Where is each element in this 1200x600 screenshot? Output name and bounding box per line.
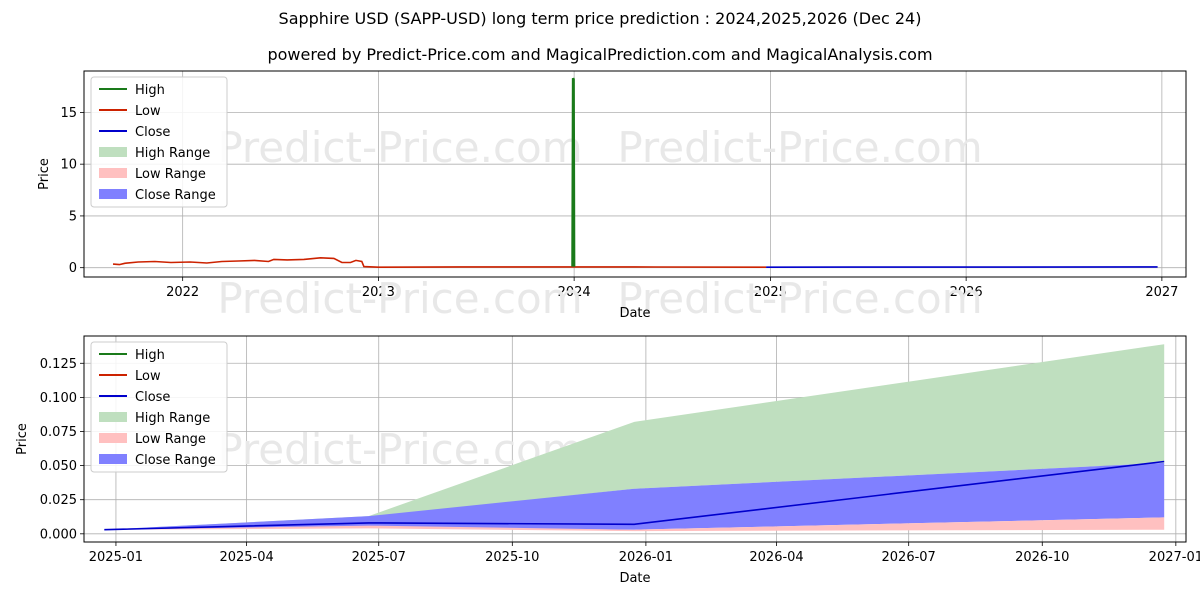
- x-axis-label: Date: [619, 571, 650, 586]
- y-tick-label: 0.025: [40, 493, 77, 508]
- x-tick-label: 2025-10: [485, 550, 539, 565]
- x-axis-label: Date: [619, 306, 650, 321]
- x-tick-label: 2026: [950, 285, 983, 300]
- y-axis-label: Price: [37, 158, 52, 190]
- y-tick-label: 0.125: [40, 357, 77, 372]
- legend-label: High Range: [135, 411, 210, 426]
- legend-swatch-close-range: [99, 189, 127, 199]
- x-tick-label: 2025-04: [219, 550, 273, 565]
- y-tick-label: 0.100: [40, 391, 77, 406]
- legend-label: Low Range: [135, 432, 206, 447]
- x-tick-label: 2026-01: [619, 550, 673, 565]
- x-tick-label: 2022: [166, 285, 199, 300]
- low-series-line: [112, 256, 767, 269]
- legend-swatch-high-range: [99, 147, 127, 157]
- legend-label: Close: [135, 125, 170, 140]
- y-tick-label: 0.000: [40, 527, 77, 542]
- legend-label: High Range: [135, 146, 210, 161]
- y-tick-label: 15: [60, 106, 77, 121]
- x-tick-label: 2024: [558, 285, 591, 300]
- x-tick-label: 2027: [1145, 285, 1178, 300]
- y-tick-label: 0.075: [40, 425, 77, 440]
- legend-swatch-low-range: [99, 168, 127, 178]
- plot-frame: [83, 70, 1187, 278]
- y-tick-label: 5: [69, 209, 77, 224]
- y-tick-label: 0: [69, 261, 77, 276]
- plot-frame: [83, 335, 1187, 543]
- high-range-band: [104, 344, 1165, 530]
- watermark: Predict-Price.com: [217, 123, 582, 172]
- legend-label: Close: [135, 390, 170, 405]
- watermark: Predict-Price.com: [617, 274, 982, 323]
- y-axis-label: Price: [15, 423, 30, 455]
- watermark: Predict-Price.com: [617, 123, 982, 172]
- x-tick-label: 2027-01: [1149, 550, 1200, 565]
- x-tick-label: 2025-01: [89, 550, 143, 565]
- chart-title: Sapphire USD (SAPP-USD) long term price …: [278, 9, 922, 28]
- low-range-band: [104, 517, 1165, 532]
- close-range-band: [104, 462, 1165, 530]
- y-tick-label: 10: [60, 158, 77, 173]
- legend-label: Low: [135, 369, 161, 384]
- plot-area-1: [84, 71, 1186, 277]
- legend-label: Close Range: [135, 188, 216, 203]
- x-tick-label: 2026-10: [1015, 550, 1069, 565]
- legend-swatch-high-range: [99, 412, 127, 422]
- chart-subtitle: powered by Predict-Price.com and Magical…: [267, 45, 933, 64]
- high-series-line: [571, 77, 576, 267]
- x-tick-label: 2025: [754, 285, 787, 300]
- legend-label: Low: [135, 104, 161, 119]
- watermark: Predict-Price.com: [217, 274, 582, 323]
- legend-label: Low Range: [135, 167, 206, 182]
- x-tick-label: 2023: [362, 285, 395, 300]
- x-tick-label: 2026-07: [882, 550, 936, 565]
- legend-label: High: [135, 83, 165, 98]
- legend-label: Close Range: [135, 453, 216, 468]
- y-tick-label: 0.050: [40, 459, 77, 474]
- x-tick-label: 2025-07: [352, 550, 406, 565]
- legend-label: High: [135, 348, 165, 363]
- close-series-line: [104, 460, 1165, 531]
- x-tick-label: 2026-04: [749, 550, 803, 565]
- legend-swatch-close-range: [99, 454, 127, 464]
- legend-swatch-low-range: [99, 433, 127, 443]
